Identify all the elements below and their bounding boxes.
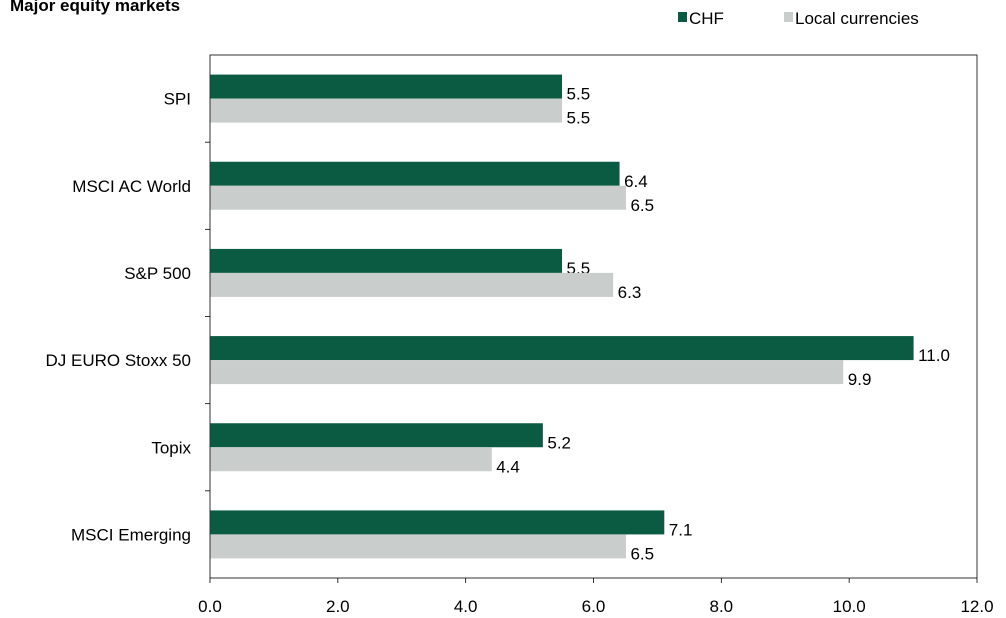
x-tick-label: 0.0 [198,597,222,616]
legend: CHF Local currencies [678,9,919,28]
bar-chf [210,248,563,273]
data-label: 6.3 [618,283,642,302]
x-tick-label: 6.0 [582,597,606,616]
data-label: 6.4 [624,172,648,191]
category-label: MSCI Emerging [71,525,191,544]
chart-title: Major equity markets [10,0,181,15]
category-label: MSCI AC World [72,177,191,196]
data-label: 5.5 [567,109,591,128]
category-label: DJ EURO Stoxx 50 [46,351,192,370]
data-label: 6.5 [630,196,654,215]
bar-chf [210,510,665,535]
data-label: 6.5 [630,544,654,563]
legend-label: Local currencies [795,9,919,28]
category-label: Topix [151,438,191,457]
data-label: 5.2 [547,433,571,452]
data-label: 9.9 [848,370,872,389]
x-tick-label: 8.0 [710,597,734,616]
bar-local [210,360,844,385]
bar-chf [210,423,543,448]
bar-local [210,98,563,123]
x-tick-label: 12.0 [960,597,993,616]
plot-area: 0.0 2.0 4.0 6.0 8.0 10.0 12.0 SPI 5.5 5.5 MSCI AC … [46,54,994,616]
bar-local [210,534,626,559]
bar-local [210,447,492,472]
bar-local [210,185,626,210]
bar-chf [210,74,563,99]
legend-swatch [678,12,687,22]
x-tick-label: 4.0 [454,597,478,616]
data-label: 4.4 [496,457,520,476]
plot-frame [209,54,978,579]
data-label: 5.5 [567,85,591,104]
x-tick-label: 2.0 [326,597,350,616]
bar-local [210,272,614,297]
legend-label: CHF [689,9,724,28]
x-tick-label: 10.0 [833,597,866,616]
bar-chf [210,161,620,186]
bar-chf [210,336,914,361]
category-label: S&P 500 [124,264,191,283]
data-label: 11.0 [918,346,950,365]
category-label: SPI [164,90,191,109]
data-label: 7.1 [669,520,693,539]
legend-swatch [784,12,793,22]
